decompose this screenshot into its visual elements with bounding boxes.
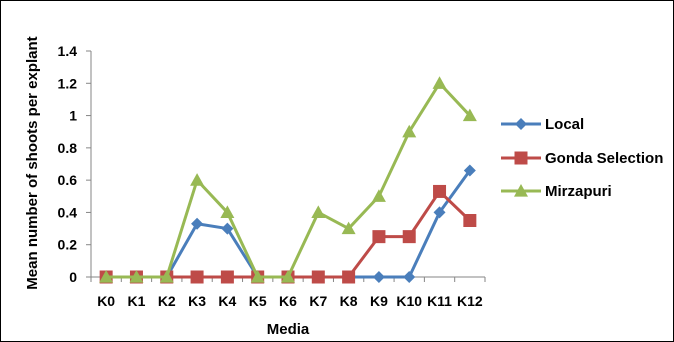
y-tick-label: 0.2 — [58, 237, 78, 253]
data-point — [250, 270, 265, 283]
y-tick-labels: 0 0.2 0.4 0.6 0.8 1 1.2 1.4 — [58, 43, 78, 285]
x-tick-labels: K0 K1 K2 K3 K4 K5 K6 K7 K8 K9 K10 K11 K12 — [97, 293, 483, 309]
x-tick-label: K6 — [279, 293, 297, 309]
data-point — [402, 230, 416, 244]
y-tick-label: 0.6 — [58, 172, 78, 188]
y-tick-label: 0.8 — [58, 140, 78, 156]
x-tick-label: K11 — [427, 293, 452, 309]
data-point — [99, 270, 114, 283]
data-point — [341, 221, 356, 235]
data-point — [403, 271, 416, 283]
y-tick-label: 1.4 — [58, 43, 78, 59]
data-point — [311, 205, 326, 219]
y-axis-title: Mean number of shoots per explant — [24, 36, 41, 289]
data-point — [402, 124, 417, 138]
data-point — [129, 270, 144, 283]
series-layer — [99, 76, 477, 284]
data-point — [372, 271, 385, 283]
series-line — [106, 81, 471, 279]
x-tick-label: K3 — [188, 293, 206, 309]
series-gonda-selection — [99, 184, 477, 284]
y-tick-label: 1.2 — [58, 75, 78, 91]
data-point — [372, 230, 386, 244]
data-point — [220, 270, 234, 284]
data-point — [432, 76, 447, 89]
legend-swatch-marker — [514, 184, 528, 197]
y-tick-label: 0 — [69, 269, 77, 285]
series-line — [106, 169, 472, 279]
series-mirzapuri — [99, 76, 477, 283]
data-point — [191, 217, 204, 230]
data-point — [190, 270, 204, 284]
x-tick-label: K2 — [158, 293, 176, 309]
x-tick-label: K12 — [457, 293, 483, 309]
data-point — [311, 270, 325, 284]
legend-item: Gonda Selection — [501, 150, 663, 167]
legend-item: Local — [501, 116, 584, 133]
data-point — [281, 270, 295, 283]
x-axis-title: Media — [267, 321, 310, 338]
data-point — [433, 206, 446, 219]
axes — [86, 50, 486, 282]
data-point — [342, 270, 356, 284]
legend-label: Local — [545, 116, 584, 133]
legend-swatch-marker — [515, 118, 527, 130]
x-tick-label: K5 — [249, 293, 267, 309]
data-point — [433, 184, 447, 198]
y-tick-marks — [86, 50, 91, 278]
data-point — [371, 189, 386, 202]
legend-label: Gonda Selection — [545, 150, 663, 167]
data-point — [221, 222, 234, 235]
legend: Local Gonda Selection Mirzapuri — [501, 116, 663, 200]
legend-swatch-marker — [514, 151, 528, 165]
data-point — [462, 108, 477, 122]
x-tick-label: K10 — [396, 293, 422, 309]
y-tick-label: 0.4 — [58, 204, 78, 220]
data-point — [159, 270, 174, 283]
data-point — [463, 164, 476, 177]
x-tick-label: K4 — [218, 293, 236, 309]
data-point — [190, 173, 205, 186]
x-tick-label: K8 — [340, 293, 358, 309]
x-tick-label: K1 — [128, 293, 146, 309]
data-point — [463, 214, 477, 227]
legend-label: Mirzapuri — [545, 183, 612, 200]
x-tick-label: K0 — [97, 293, 115, 309]
legend-item: Mirzapuri — [501, 183, 612, 200]
y-tick-label: 1 — [69, 108, 77, 124]
x-tick-label: K7 — [309, 293, 327, 309]
data-point — [220, 205, 235, 219]
x-tick-label: K9 — [370, 293, 388, 309]
